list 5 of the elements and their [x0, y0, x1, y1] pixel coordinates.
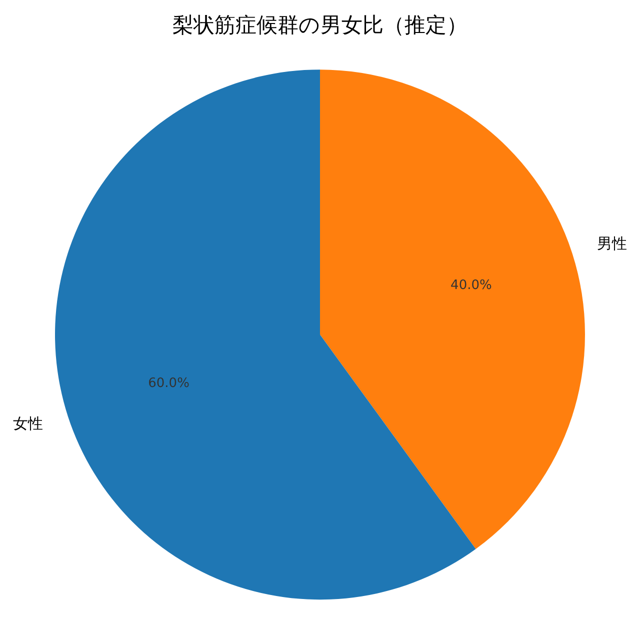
data-label: 60.0% [148, 376, 190, 392]
slice-label: 女性 [12, 414, 43, 433]
slice-label: 男性 [597, 234, 628, 252]
chart-title: 梨状筋症候群の男女比（推定） [172, 13, 468, 38]
data-label: 40.0% [450, 278, 492, 293]
